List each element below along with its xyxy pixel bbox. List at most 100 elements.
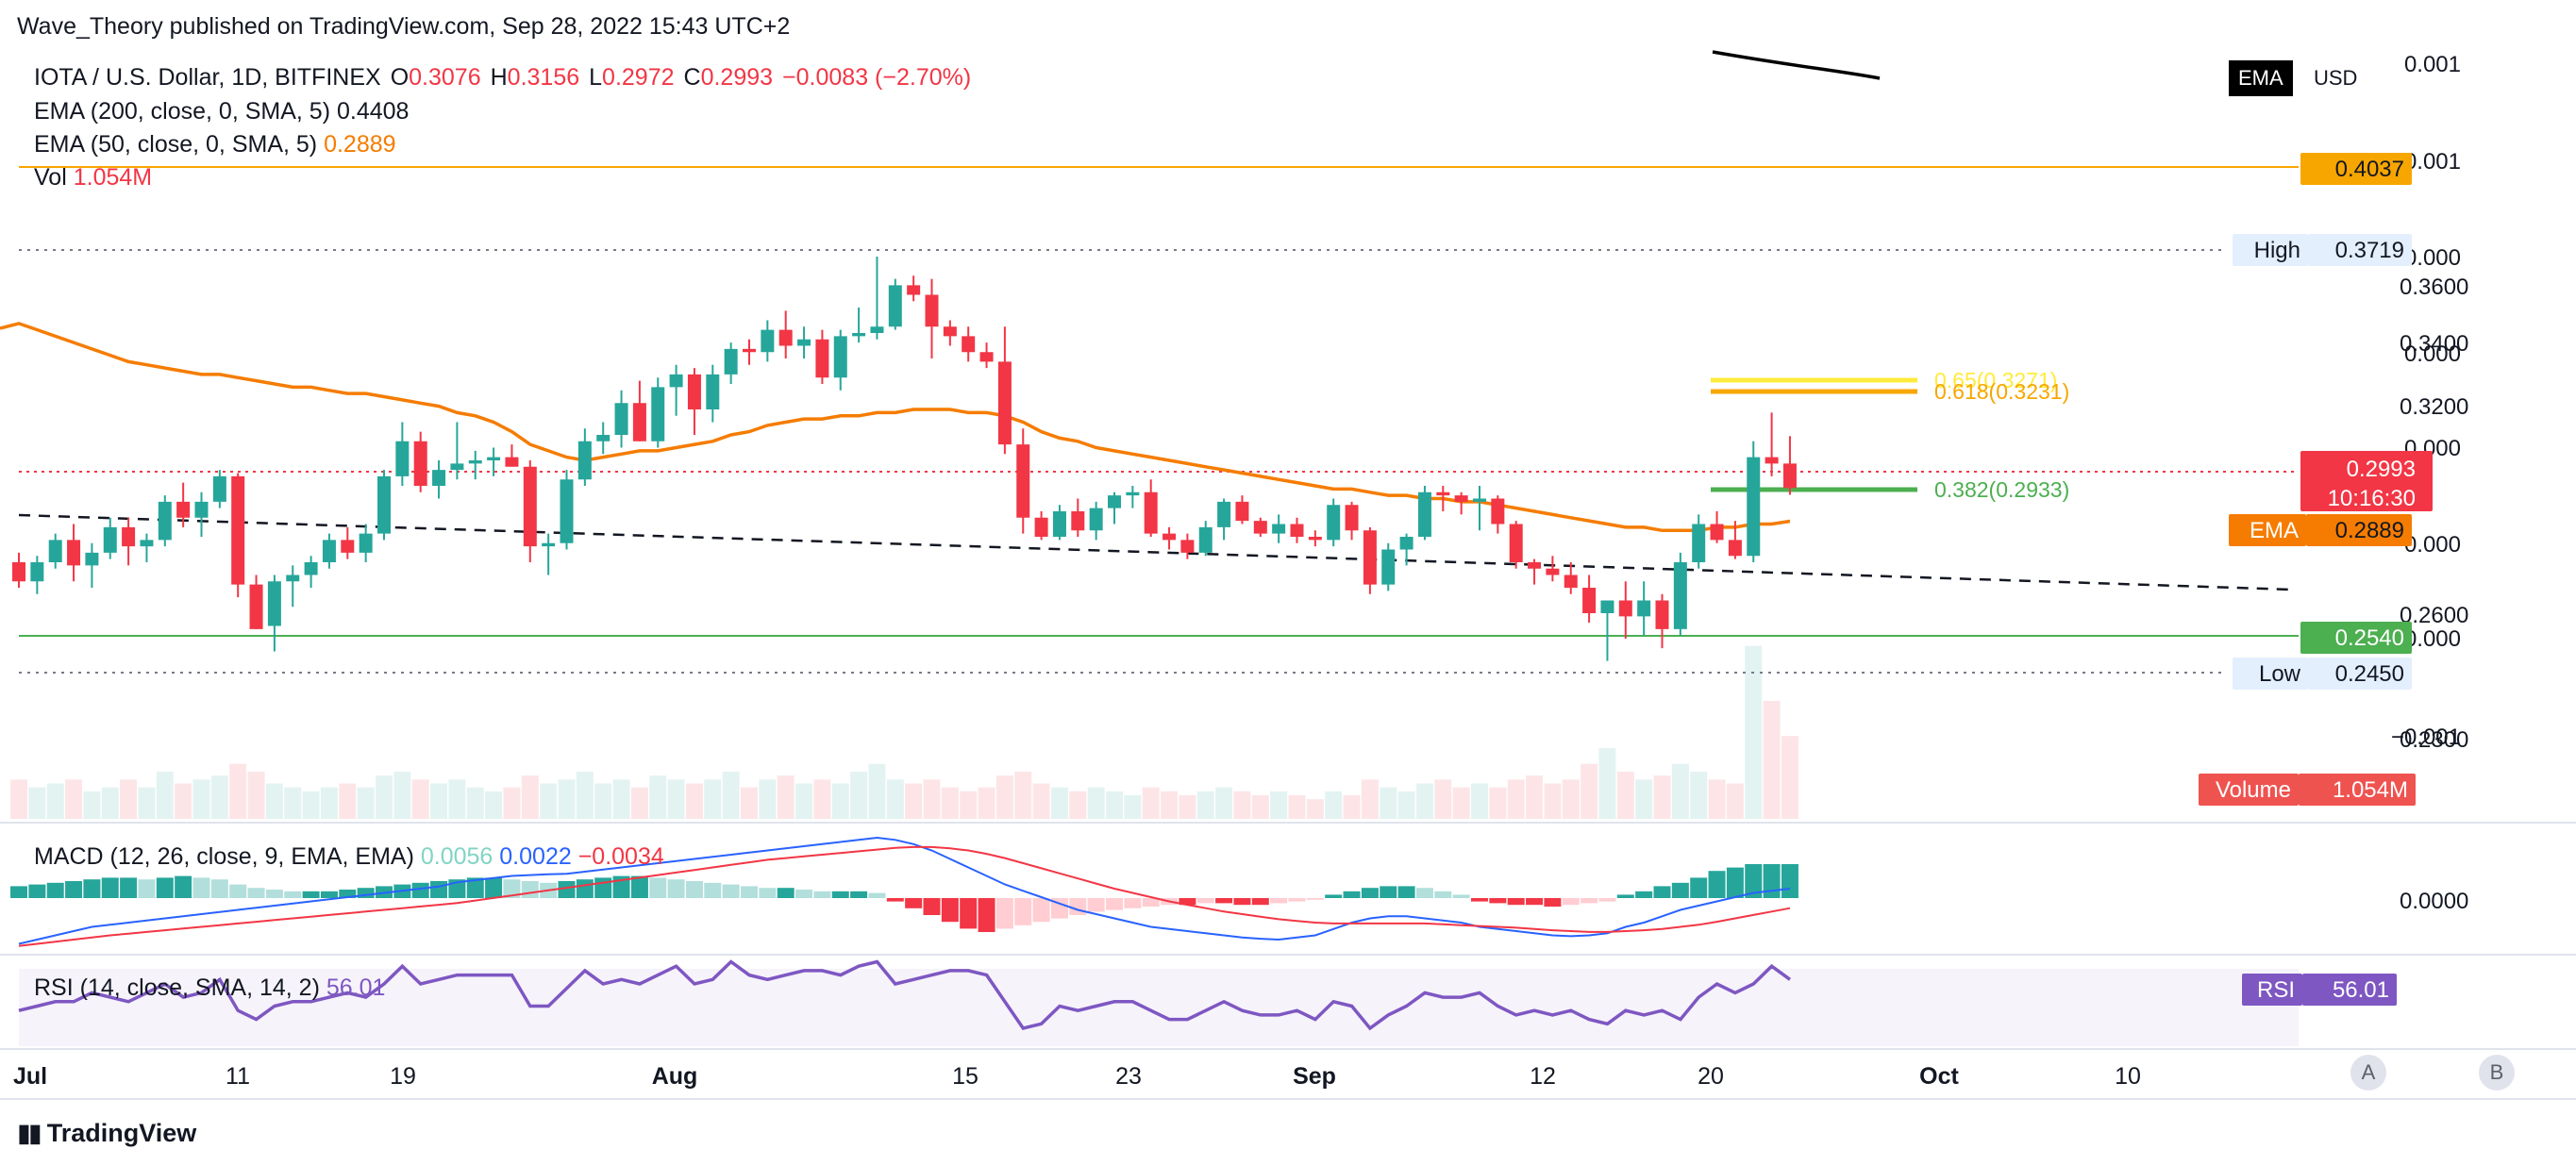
volume-bar — [795, 783, 813, 819]
volume-bar — [1050, 787, 1068, 819]
volume-bar — [1069, 791, 1087, 819]
candle-body — [1582, 588, 1597, 613]
currency-button[interactable]: USD — [2314, 66, 2358, 90]
candle-body — [158, 501, 172, 541]
macd-histogram-bar — [1415, 888, 1433, 898]
macd-histogram-bar — [1616, 894, 1634, 898]
macd-histogram-bar — [320, 891, 338, 898]
ema50-legend[interactable]: EMA (50, close, 0, SMA, 5) 0.2889 — [34, 131, 396, 158]
macd-histogram-bar — [430, 881, 448, 898]
candle-body — [359, 533, 373, 553]
time-axis-label: 10 — [2115, 1063, 2141, 1090]
macd-histogram-bar — [1690, 877, 1708, 898]
macd-legend[interactable]: MACD (12, 26, close, 9, EMA, EMA) 0.0056… — [34, 843, 664, 871]
rsi-label-badge-bg — [2242, 974, 2302, 1006]
macd-histogram-bar — [1544, 898, 1562, 907]
candle-body — [1417, 491, 1431, 537]
candle-body — [560, 479, 574, 543]
volume-bar — [1361, 779, 1379, 819]
resistance-badge: 0.4037 — [2335, 157, 2404, 182]
rsi-legend[interactable]: RSI (14, close, SMA, 14, 2) 56.01 — [34, 974, 385, 1002]
volume-bar — [448, 779, 466, 819]
ema200-legend[interactable]: EMA (200, close, 0, SMA, 5) 0.4408 — [34, 98, 409, 125]
time-axis-label: 15 — [952, 1063, 979, 1090]
volume-bar — [393, 772, 411, 819]
vol-label: Vol — [34, 164, 67, 191]
volume-bar — [1544, 783, 1562, 819]
volume-bar — [1343, 795, 1361, 819]
time-axis-label: 11 — [226, 1063, 250, 1090]
macd-histogram-bar — [1745, 864, 1763, 898]
scale-axis-label: 0.000 — [2404, 245, 2461, 271]
macd-histogram-bar — [868, 892, 886, 898]
candle-body — [1655, 600, 1669, 629]
candle-body — [377, 475, 391, 534]
tradingview-brand[interactable]: ▮▮ TradingView — [17, 1119, 196, 1148]
candle-body — [140, 540, 154, 547]
macd-histogram-bar — [175, 875, 192, 898]
candle-body — [1235, 501, 1249, 522]
volume-bar — [540, 783, 558, 819]
candle-body — [1728, 540, 1742, 557]
volume-bar — [722, 772, 740, 819]
macd-signal-line — [18, 845, 1791, 947]
ema50-label: EMA (50, close, 0, SMA, 5) — [34, 131, 318, 158]
candle-body — [1618, 600, 1632, 617]
high-value-badge-bg — [2308, 234, 2412, 266]
macd-histogram-bar — [101, 877, 119, 898]
candle-body — [413, 441, 427, 486]
ema-value-badge-bg — [2306, 514, 2412, 546]
macd-histogram-bar — [1087, 898, 1105, 912]
candle-body — [724, 348, 738, 375]
low-value-badge: 0.2450 — [2335, 661, 2404, 687]
volume-bar — [302, 791, 320, 819]
macd-histogram-bar — [1196, 898, 1214, 904]
macd-histogram-bar — [28, 884, 46, 898]
scale-axis-label: 0.001 — [2404, 52, 2461, 77]
auto-scale-button[interactable]: A — [2350, 1055, 2386, 1091]
candle-body — [761, 329, 775, 353]
high-label-badge-bg — [2233, 234, 2308, 266]
volume-bar — [923, 779, 941, 819]
symbol-title[interactable]: IOTA / U.S. Dollar, 1D, BITFINEX — [34, 64, 381, 91]
macd-histogram-bar — [1598, 898, 1616, 902]
candle-body — [870, 326, 884, 333]
candle-body — [888, 285, 902, 327]
scale-axis-label: −0.001 — [2391, 725, 2461, 750]
macd-histogram-bar — [886, 898, 904, 902]
candle-body — [1454, 495, 1468, 502]
candle-body — [194, 501, 209, 518]
candle-body — [103, 526, 117, 553]
volume-legend[interactable]: Vol 1.054M — [34, 164, 152, 192]
volume-bar — [1270, 791, 1288, 819]
volume-bar — [1507, 779, 1525, 819]
macd-histogram-bar — [923, 898, 941, 915]
macd-histogram-bar — [339, 890, 357, 898]
candle-body — [1272, 524, 1286, 534]
candle-body — [997, 361, 1012, 445]
candle-body — [797, 339, 811, 346]
macd-histogram-bar — [1397, 886, 1415, 898]
price-axis-label: 0.3600 — [2400, 275, 2468, 300]
volume-bar — [229, 763, 247, 819]
tradingview-logo-icon: ▮▮ — [17, 1119, 42, 1147]
volume-bar — [1306, 799, 1324, 819]
candle-body — [1546, 568, 1560, 575]
candle-body — [852, 333, 866, 337]
volume-bar — [1106, 791, 1123, 819]
macd-histogram-bar — [466, 877, 484, 898]
volume-bar — [265, 783, 283, 819]
ema-value-badge: 0.2889 — [2335, 518, 2404, 543]
settings-button-b[interactable]: B — [2479, 1055, 2515, 1091]
candle-body — [669, 374, 683, 388]
volume-bar — [1251, 795, 1269, 819]
time-axis-label: Sep — [1293, 1063, 1336, 1090]
ema-toggle-button[interactable]: EMA — [2229, 60, 2293, 96]
macd-histogram-bar — [1343, 891, 1361, 898]
volume-bar — [1690, 772, 1708, 819]
volume-bar — [1781, 736, 1798, 819]
macd-histogram-bar — [1653, 886, 1671, 898]
ema200-line — [1712, 50, 1881, 80]
low-label-badge: Low — [2259, 661, 2301, 687]
